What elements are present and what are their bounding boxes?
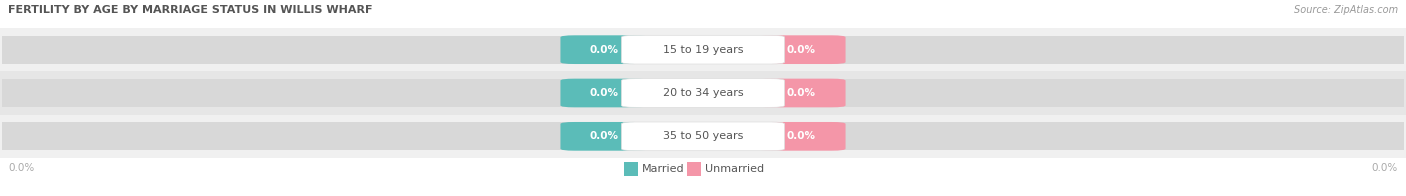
Bar bbox=[0, 115, 1406, 158]
Text: 0.0%: 0.0% bbox=[787, 131, 815, 141]
Text: 0.0%: 0.0% bbox=[591, 88, 619, 98]
FancyBboxPatch shape bbox=[621, 122, 785, 151]
Text: 0.0%: 0.0% bbox=[591, 131, 619, 141]
Text: 0.0%: 0.0% bbox=[1372, 163, 1398, 173]
Text: FERTILITY BY AGE BY MARRIAGE STATUS IN WILLIS WHARF: FERTILITY BY AGE BY MARRIAGE STATUS IN W… bbox=[8, 5, 373, 15]
FancyBboxPatch shape bbox=[758, 79, 845, 107]
Text: 35 to 50 years: 35 to 50 years bbox=[662, 131, 744, 141]
Text: 0.0%: 0.0% bbox=[787, 88, 815, 98]
FancyBboxPatch shape bbox=[561, 35, 648, 64]
Bar bbox=[0, 71, 1406, 115]
FancyBboxPatch shape bbox=[758, 35, 845, 64]
Text: Unmarried: Unmarried bbox=[704, 164, 763, 174]
FancyBboxPatch shape bbox=[621, 35, 785, 64]
Bar bbox=[1, 79, 1405, 107]
Text: 0.0%: 0.0% bbox=[591, 45, 619, 55]
FancyBboxPatch shape bbox=[621, 79, 785, 107]
Bar bbox=[0, 28, 1406, 71]
Bar bbox=[688, 162, 702, 176]
FancyBboxPatch shape bbox=[561, 79, 648, 107]
Bar bbox=[1, 36, 1405, 64]
FancyBboxPatch shape bbox=[758, 122, 845, 151]
Bar bbox=[1, 122, 1405, 150]
Text: 0.0%: 0.0% bbox=[8, 163, 34, 173]
Bar bbox=[624, 162, 638, 176]
Text: 20 to 34 years: 20 to 34 years bbox=[662, 88, 744, 98]
Text: Married: Married bbox=[643, 164, 685, 174]
Text: 15 to 19 years: 15 to 19 years bbox=[662, 45, 744, 55]
Text: Source: ZipAtlas.com: Source: ZipAtlas.com bbox=[1294, 5, 1398, 15]
Text: 0.0%: 0.0% bbox=[787, 45, 815, 55]
FancyBboxPatch shape bbox=[561, 122, 648, 151]
